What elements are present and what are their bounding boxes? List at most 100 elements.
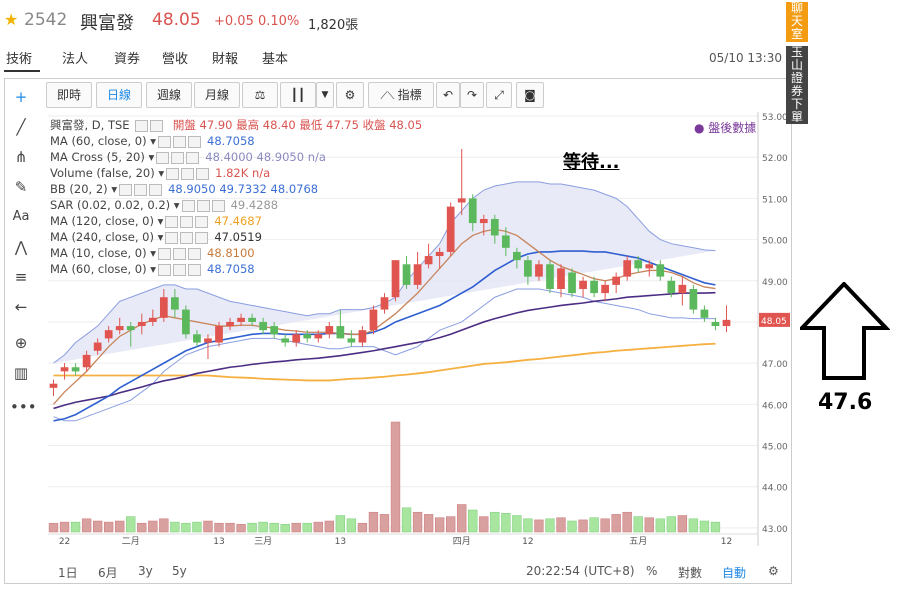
legend-toggle-icon[interactable] — [196, 199, 210, 212]
camera-icon[interactable]: ◙ — [516, 82, 544, 108]
weekly-button[interactable]: 週線 — [146, 82, 192, 108]
range-6m[interactable]: 6月 — [98, 566, 118, 580]
brush-icon[interactable]: ✎ — [14, 178, 28, 196]
legend-toggle-icon[interactable] — [196, 167, 210, 180]
price-change-pct: 0.10% — [258, 14, 300, 29]
legend-toggle-icon[interactable] — [166, 167, 180, 180]
tab-institutional[interactable]: 法人 — [62, 52, 89, 67]
candle-body — [568, 272, 576, 294]
legend-toggle-icon[interactable] — [180, 231, 194, 244]
legend-toggle-icon[interactable] — [156, 151, 170, 164]
text-tool-icon[interactable]: Aa — [12, 209, 30, 224]
legend-ohlc: 開盤 47.90 最高 48.40 最低 47.75 收盤 48.05 — [172, 118, 423, 132]
pattern-icon[interactable]: ⋀ — [14, 238, 28, 256]
candle-body — [226, 321, 234, 327]
y-tick-label: 45.00 — [762, 443, 788, 453]
gear-icon[interactable]: ⚙ — [768, 564, 779, 578]
tab-financials[interactable]: 財報 — [212, 52, 239, 67]
auto-toggle[interactable]: 自動 — [722, 566, 747, 580]
legend-toggle-icon[interactable] — [211, 199, 225, 212]
y-tick-label: 43.00 — [762, 525, 788, 535]
range-3y[interactable]: 3y — [138, 564, 153, 578]
quote-datetime: 05/10 13:30 — [709, 51, 782, 65]
volume-bar — [622, 511, 632, 533]
legend-toggle-icon[interactable] — [158, 247, 172, 260]
monthly-button[interactable]: 月線 — [194, 82, 240, 108]
legend-toggle-icon[interactable] — [134, 183, 148, 196]
compare-icon[interactable]: ⚖ — [242, 82, 278, 108]
after-hours-link[interactable]: ● 盤後數據 — [694, 121, 757, 135]
volume-bar — [357, 522, 368, 533]
legend-toggle-icon[interactable] — [158, 263, 172, 276]
legend-item: MA (60, close, 0) ▾ 48.7058 — [50, 262, 255, 276]
drawing-toolbar: + ╱ ⋔ ✎ Aa ⋀ ≡ ← ⊕ ▥ ••• — [4, 78, 37, 420]
realtime-button[interactable]: 即時 — [46, 82, 92, 108]
more-icon[interactable]: ••• — [10, 398, 37, 416]
range-1d[interactable]: 1日 — [58, 566, 78, 580]
legend-item: BB (20, 2) ▾ 48.9050 49.7332 48.0768 — [50, 182, 318, 196]
zoom-icon[interactable]: ⊕ — [14, 334, 28, 352]
star-icon[interactable]: ★ — [4, 10, 19, 29]
legend-toggle-icon[interactable] — [186, 151, 200, 164]
volume-bar — [137, 522, 147, 533]
undo-icon[interactable]: ↶ — [436, 82, 460, 108]
trendline-icon[interactable]: ╱ — [16, 118, 26, 136]
legend-toggle-icon[interactable] — [165, 215, 179, 228]
volume-bar — [247, 522, 257, 533]
fullscreen-icon[interactable]: ⤢ — [486, 82, 512, 108]
tab-basic[interactable]: 基本 — [262, 52, 289, 67]
legend-toggle-icon[interactable] — [158, 135, 172, 148]
percent-toggle[interactable]: % — [646, 564, 658, 578]
tab-margin[interactable]: 資券 — [114, 52, 141, 67]
candle-body — [612, 276, 621, 285]
volume-bar — [534, 519, 544, 533]
candle-body — [446, 206, 455, 252]
legend-toggle-icon[interactable] — [173, 135, 187, 148]
broker-order-label: 玉山證券下單 — [790, 45, 803, 124]
indicators-button[interactable]: ⟋⟍ 指標 — [368, 82, 434, 108]
legend-toggle-icon[interactable] — [181, 167, 195, 180]
legend-toggle-icon[interactable] — [165, 231, 179, 244]
legend-toggle-icon[interactable] — [180, 215, 194, 228]
gear-icon[interactable]: ⚙ — [336, 82, 364, 108]
eye-icon[interactable] — [135, 119, 149, 132]
range-5y[interactable]: 5y — [172, 564, 187, 578]
fork-icon[interactable]: ⋔ — [14, 148, 28, 166]
volume-bar — [291, 522, 301, 533]
chat-room-tab[interactable]: 聊天室 — [786, 2, 808, 42]
legend-toggle-icon[interactable] — [195, 231, 209, 244]
legend-toggle-icon[interactable] — [171, 151, 185, 164]
chevron-down-icon[interactable]: ▼ — [316, 82, 334, 108]
candle-body — [292, 334, 301, 343]
redo-icon[interactable]: ↷ — [460, 82, 484, 108]
legend-toggle-icon[interactable] — [173, 263, 187, 276]
daily-button[interactable]: 日線 — [96, 82, 142, 108]
legend-toggle-icon[interactable] — [188, 263, 202, 276]
fibonacci-icon[interactable]: ≡ — [14, 268, 28, 286]
legend-toggle-icon[interactable] — [173, 247, 187, 260]
log-toggle[interactable]: 對數 — [678, 566, 703, 580]
volume-bar — [677, 515, 688, 533]
tab-revenue[interactable]: 營收 — [162, 52, 189, 67]
tab-technical[interactable]: 技術 — [6, 52, 33, 67]
price-chart[interactable]: 43.0044.0045.0046.0047.0048.0049.0050.00… — [46, 112, 790, 548]
arrow-left-icon[interactable]: ← — [14, 298, 28, 316]
legend-value: 47.4687 — [214, 214, 262, 228]
measure-icon[interactable]: ▥ — [13, 364, 29, 382]
legend-toggle-icon[interactable] — [181, 199, 195, 212]
legend-toggle-icon[interactable] — [195, 215, 209, 228]
settings-icon[interactable] — [150, 119, 164, 132]
candle-body — [667, 280, 676, 294]
legend-toggle-icon[interactable] — [188, 135, 202, 148]
candle-body — [689, 288, 698, 310]
legend-toggle-icon[interactable] — [119, 183, 133, 196]
legend-toggle-icon[interactable] — [188, 247, 202, 260]
y-tick-label: 53.00 — [762, 113, 788, 123]
ma-120-line — [53, 342, 716, 382]
legend-toggle-icon[interactable] — [149, 183, 163, 196]
broker-order-tab[interactable]: 玉山證券下單 — [786, 46, 808, 124]
volume-bar — [567, 520, 577, 533]
chart-type-icon[interactable]: ┃┃ — [280, 82, 316, 108]
volume-bar — [225, 522, 235, 533]
crosshair-icon[interactable]: + — [14, 88, 28, 106]
